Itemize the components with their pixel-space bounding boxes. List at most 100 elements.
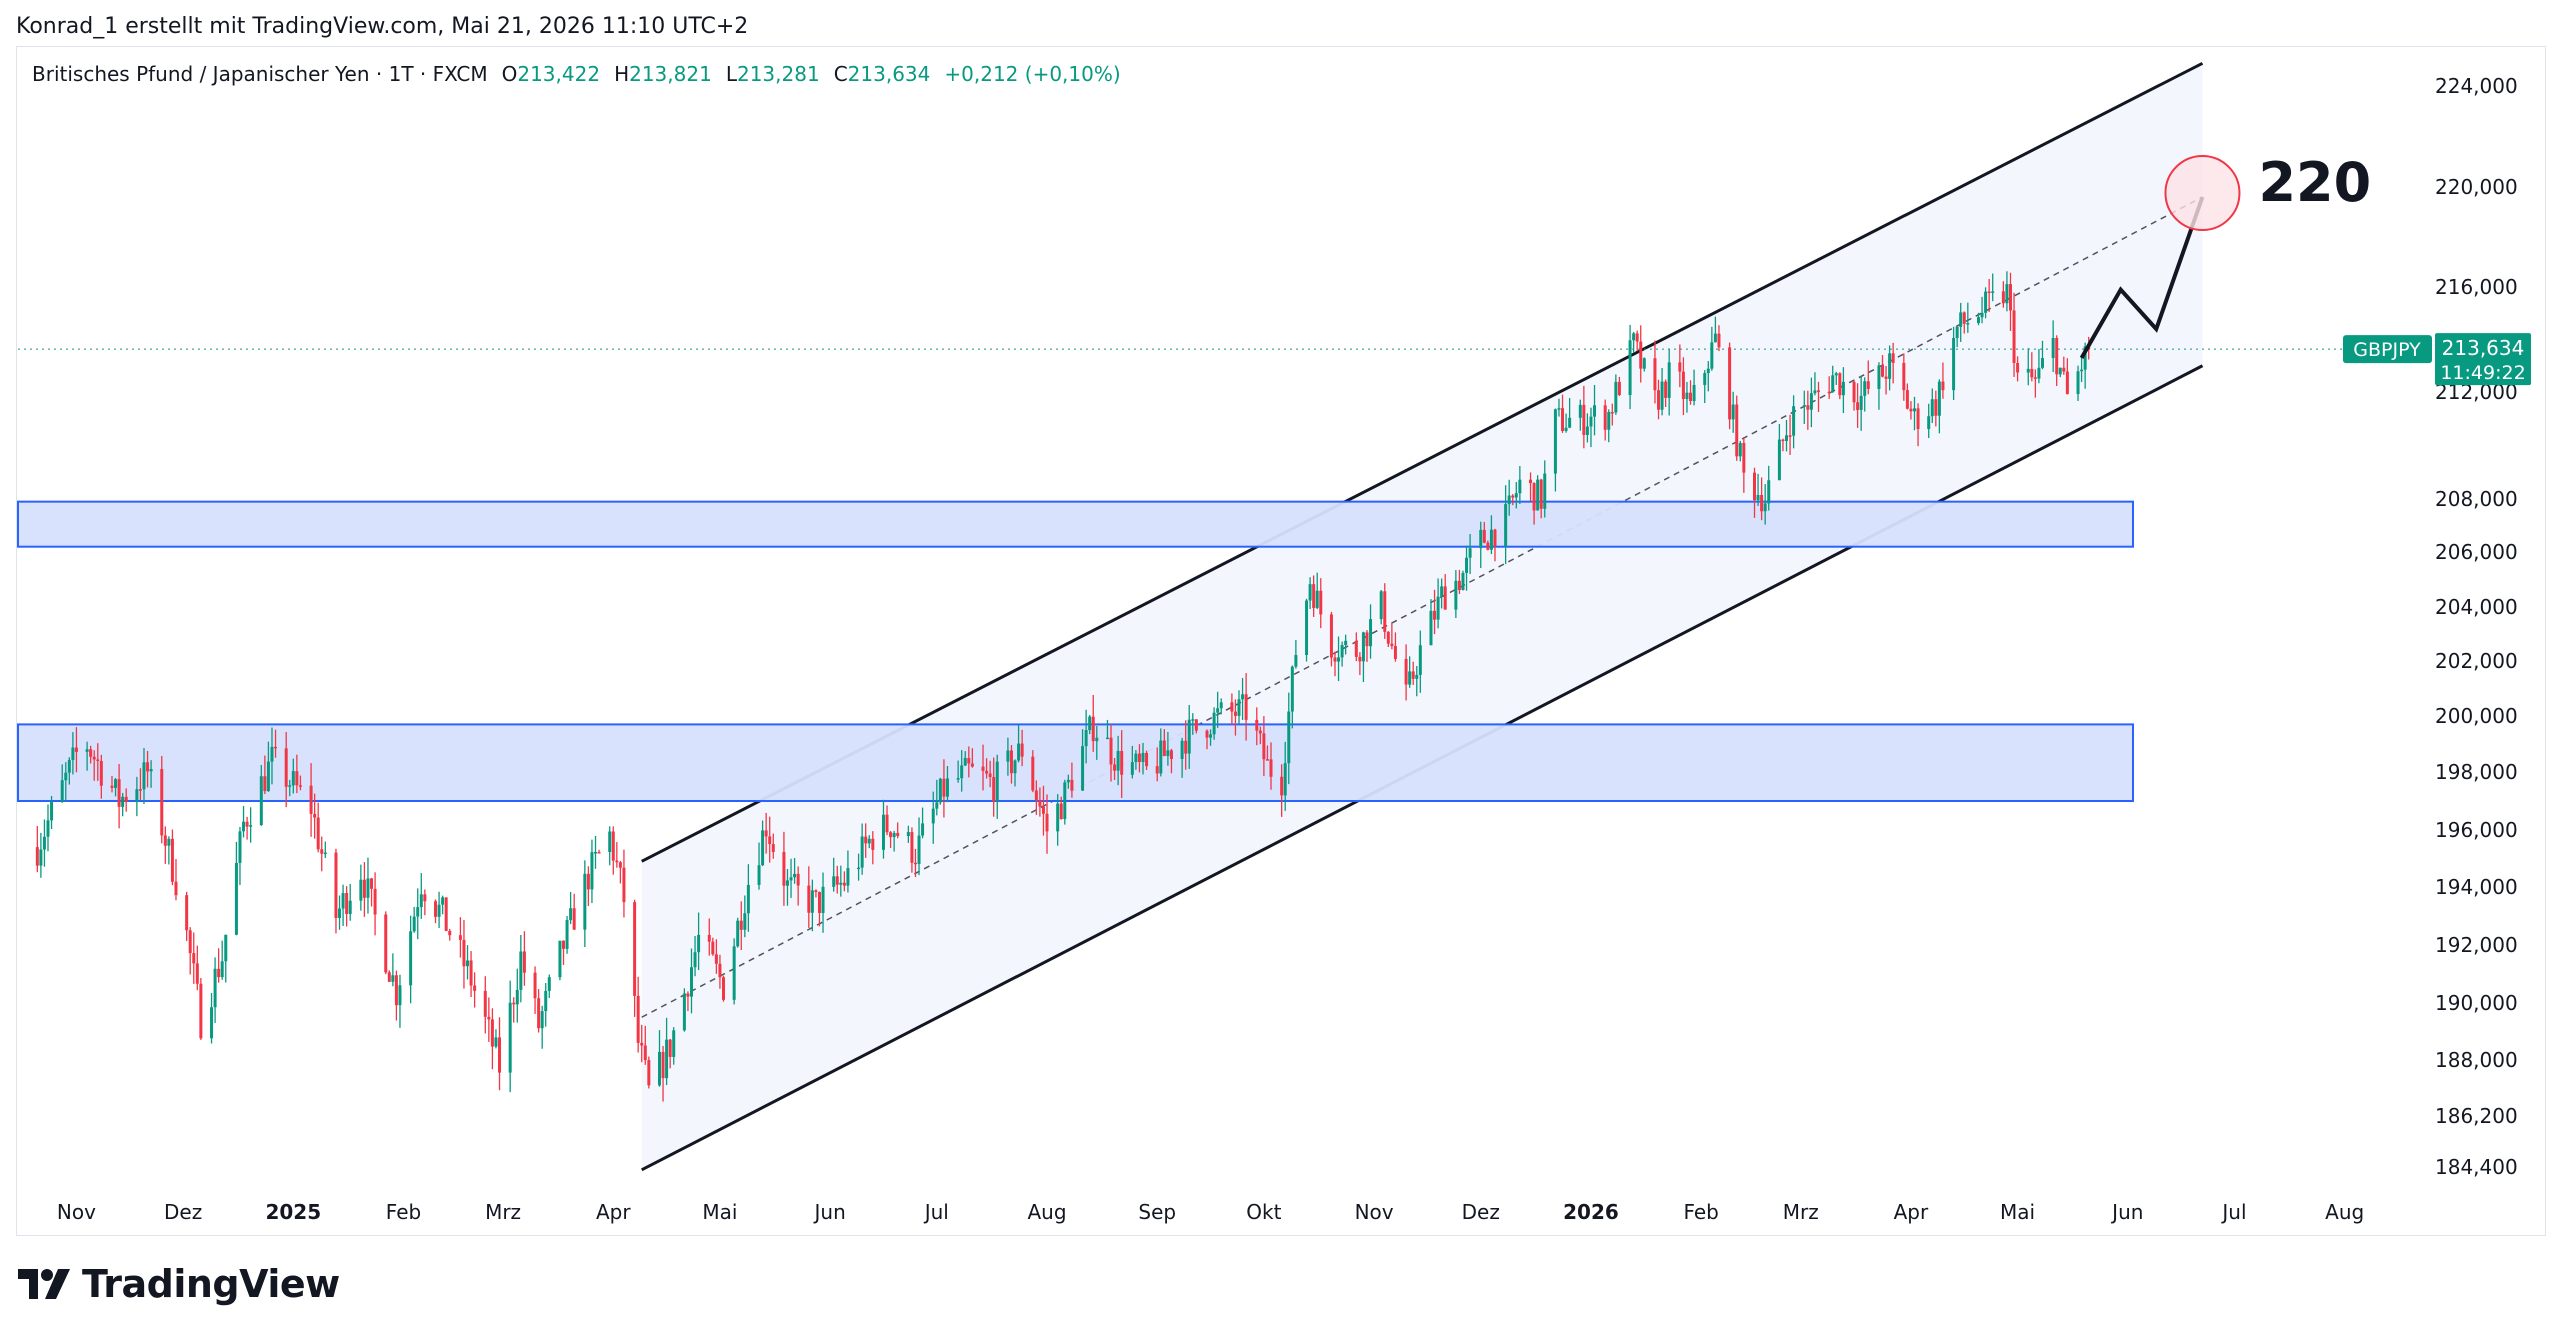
candle [1219,698,1223,715]
x-tick-label: Jul [923,1200,949,1224]
support-zones[interactable] [17,500,2134,803]
candle-body [743,913,747,930]
candle [1113,757,1117,780]
candle-body [945,778,949,797]
candle-body [234,862,238,935]
candle [1120,730,1124,798]
candle [1802,390,1806,424]
channel-fill [641,63,2203,1170]
candle-body [1610,412,1614,414]
candle-body [1365,632,1369,647]
candlestick-chart[interactable]: 220 224,000220,000216,000212,000208,0002… [0,0,2560,1250]
candle [1841,367,1845,414]
candle [743,895,747,938]
candle [1987,279,1991,312]
candle-body [1045,813,1049,832]
x-tick-label: Nov [57,1200,96,1224]
candle-body [881,814,885,850]
candle [846,850,850,893]
regression-channel[interactable] [641,61,2204,1172]
candle [970,748,974,768]
price-axis[interactable]: 224,000220,000216,000212,000208,000206,0… [2435,74,2518,1179]
channel-mid-line [641,196,2203,1018]
candle-body [867,838,871,844]
candle [590,839,594,904]
y-tick-label: 204,000 [2435,595,2518,619]
candle-body [807,885,811,913]
candle-body [1934,399,1938,416]
candle-body [1852,381,1856,403]
candle-body [647,1060,651,1086]
candle [1742,436,1746,493]
candle [732,938,736,1005]
candle-body [1518,479,1522,494]
candle [1159,728,1163,777]
candle-body [565,920,569,949]
candle [291,758,295,794]
candle-body [46,820,50,837]
tradingview-logo[interactable]: TradingView [18,1262,340,1306]
candle [1852,380,1856,411]
candle-body [622,867,626,903]
candle [423,889,427,916]
candle-body [391,975,395,982]
candle-body [1902,362,1906,391]
candle [1386,631,1390,648]
candle [1639,325,1643,383]
symbol-badge-text: GBPJPY [2353,339,2421,361]
candle [359,864,363,911]
candle-body [1408,671,1412,685]
candle-body [1358,656,1362,662]
candle [121,792,125,817]
price-badge-countdown: 11:49:22 [2440,362,2525,384]
candle [1909,401,1913,420]
candle-body [1454,580,1458,610]
candle [1685,381,1689,413]
candle [1294,639,1298,669]
candle-body [1653,358,1657,391]
candle-body [174,881,178,896]
candle-body [1312,584,1316,608]
candle [661,1045,665,1102]
candle [2005,271,2009,312]
candle [1792,395,1796,449]
candle-body [992,777,996,802]
candle [1785,419,1789,452]
candle-body [1916,408,1920,430]
candle-body [288,785,292,787]
candle-body [693,952,697,968]
candle [718,954,722,989]
candle-body [963,757,967,766]
candle [437,891,441,928]
candle-body [1066,779,1070,783]
candle [689,948,693,1014]
candle [1116,735,1120,786]
candle-body [1038,800,1042,807]
candle-body [1539,479,1543,509]
candle [565,916,569,954]
candle [1856,383,1860,428]
time-axis[interactable]: Nov Dez 2025 Feb Mrz Apr Mai Jun Jul Aug Sep Okt Nov… [57,1200,2364,1224]
candle-body [714,954,718,964]
candle-body [1607,412,1611,430]
candle [1230,693,1234,725]
candle [1614,374,1618,415]
candle-body [238,831,242,863]
candle [615,842,619,868]
candle-body [146,762,150,772]
candle-body [2083,346,2087,370]
projection-path[interactable] [2079,196,2205,359]
candle-body [562,940,566,949]
candle [547,974,551,998]
candle-body [1681,371,1685,399]
candle [1706,361,1710,392]
candle-body [1802,405,1806,407]
x-tick-label: Mai [2000,1200,2035,1224]
candle [199,978,203,1040]
candle [2040,340,2044,370]
candle [398,974,402,1028]
target-annotation[interactable]: 220 [2164,151,2371,231]
candle-body [185,895,189,931]
candle-body [2016,362,2020,373]
candle-body [1262,733,1266,760]
